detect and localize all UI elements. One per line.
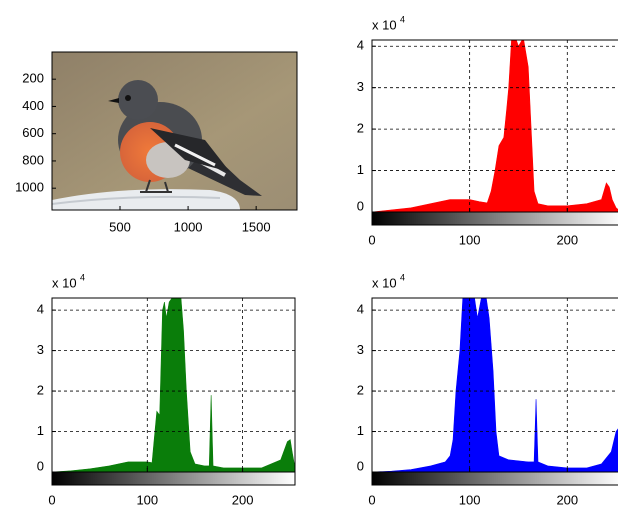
y-tick-label: 2 [357,121,364,136]
y-tick-label: 1 [357,162,364,177]
y-tick-label: 3 [357,79,364,94]
x-tick-label: 500 [109,219,131,234]
histogram-area [52,294,295,472]
x-tick-label: 100 [459,232,481,247]
y-multiplier-power: 4 [80,272,85,282]
x-tick-label: 200 [232,492,254,507]
y-multiplier: x 10 [372,275,397,290]
photo [52,52,297,210]
x-tick-label: 1000 [174,219,203,234]
figure: 500100015002004006008001000010020001234x… [0,0,618,511]
histogram-area [372,38,618,212]
y-tick-label: 0 [357,458,364,473]
x-tick-label: 200 [556,232,578,247]
y-tick-label: 1000 [15,180,44,195]
gray-scale-bar [52,472,295,485]
x-tick-label: 0 [48,492,55,507]
y-tick-label: 3 [37,342,44,357]
y-multiplier-power: 4 [400,14,405,24]
y-multiplier: x 10 [52,275,77,290]
x-tick-label: 100 [136,492,158,507]
y-multiplier-power: 4 [400,272,405,282]
y-tick-label: 800 [22,152,44,167]
y-tick-label: 2 [357,383,364,398]
y-tick-label: 0 [37,458,44,473]
y-multiplier: x 10 [372,17,397,32]
y-tick-label: 400 [22,98,44,113]
y-tick-label: 4 [357,38,364,53]
x-tick-label: 0 [368,492,375,507]
histogram-area [372,298,618,472]
page: {"chart_data": [ {"type": "image", "xlim… [0,0,618,511]
y-tick-label: 0 [357,198,364,213]
y-tick-label: 4 [37,302,44,317]
y-tick-label: 200 [22,71,44,86]
y-tick-label: 2 [37,383,44,398]
y-tick-label: 1 [37,423,44,438]
x-tick-label: 0 [368,232,375,247]
x-tick-label: 200 [556,492,578,507]
x-tick-label: 100 [459,492,481,507]
y-tick-label: 1 [357,423,364,438]
y-tick-label: 600 [22,125,44,140]
y-tick-label: 4 [357,302,364,317]
gray-scale-bar [372,212,618,225]
x-tick-label: 1500 [242,219,271,234]
gray-scale-bar [372,472,618,485]
y-tick-label: 3 [357,342,364,357]
